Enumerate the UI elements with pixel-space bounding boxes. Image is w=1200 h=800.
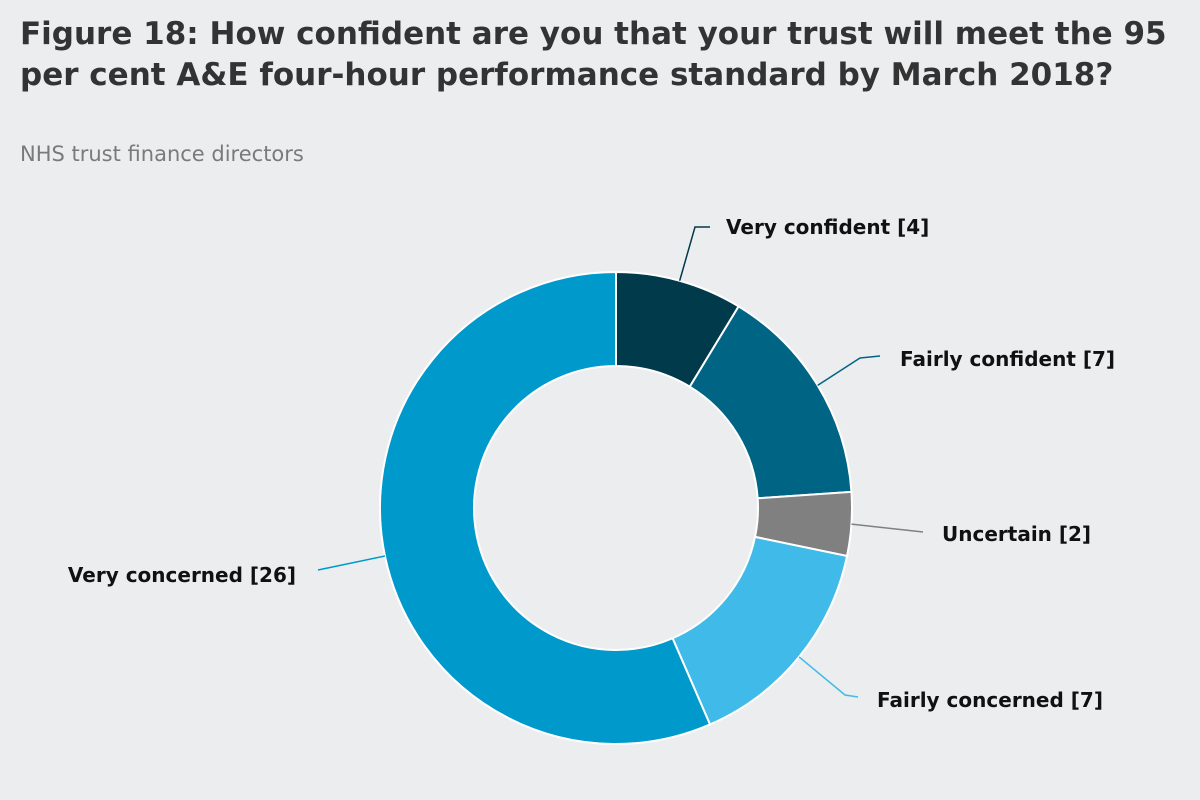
leader-line (851, 523, 924, 533)
slice-label: Very concerned [26] (68, 563, 296, 587)
slice-label: Fairly confident [7] (900, 347, 1115, 371)
chart-title: Figure 18: How confident are you that yo… (20, 16, 1167, 93)
leader-line (798, 656, 859, 698)
leader-line (678, 226, 710, 281)
leader-line (817, 355, 881, 387)
slice-label: Fairly concerned [7] (877, 688, 1103, 712)
leader-line (317, 555, 386, 571)
slice-label: Uncertain [2] (942, 522, 1091, 546)
donut-slices (379, 270, 853, 745)
slice-labels: Very confident [4] Fairly confident [7] Un… (68, 215, 1115, 712)
donut-slice (379, 270, 712, 745)
chart-subtitle: NHS trust finance directors (20, 142, 304, 166)
slice-label: Very confident [4] (726, 215, 929, 239)
leader-lines (317, 226, 924, 698)
